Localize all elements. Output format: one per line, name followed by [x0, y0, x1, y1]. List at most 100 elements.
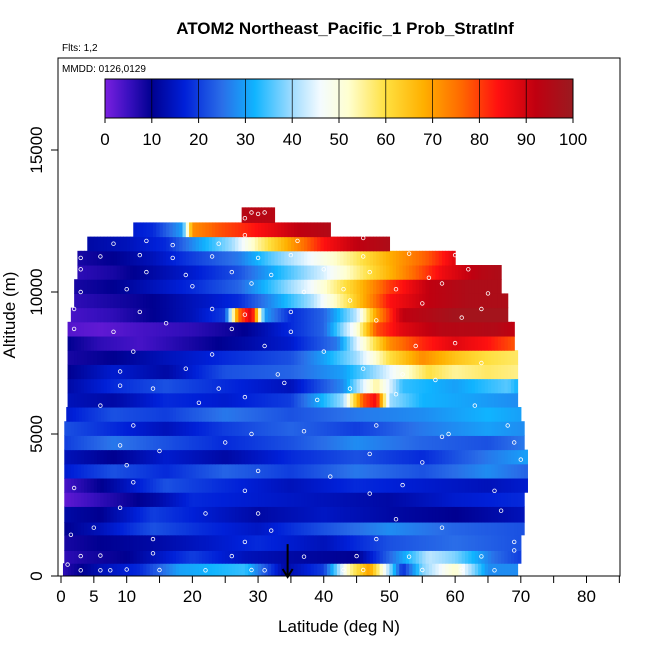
heatmap-cell [461, 336, 466, 351]
heatmap-cell [271, 207, 276, 223]
heatmap-cell [195, 522, 200, 536]
heatmap-cell [458, 492, 463, 507]
heatmap-cell [307, 550, 312, 564]
heatmap-cell [422, 534, 427, 551]
heatmap-cell [290, 378, 295, 394]
heatmap-cell [323, 463, 328, 479]
heatmap-cell [405, 350, 410, 365]
heatmap-cell [172, 378, 177, 394]
heatmap-cell [129, 534, 134, 551]
heatmap-cell [415, 364, 420, 380]
heatmap-cell [159, 250, 164, 266]
heatmap-cell [300, 563, 305, 577]
heatmap-cell [310, 364, 315, 380]
heatmap-cell [419, 435, 423, 451]
heatmap-cell [428, 435, 433, 451]
heatmap-cell [110, 534, 115, 551]
heatmap-cell [126, 378, 131, 394]
heatmap-cell [80, 492, 85, 507]
heatmap-cell [501, 506, 505, 523]
heatmap-cell [419, 279, 423, 294]
sample-point [190, 284, 195, 289]
heatmap-cell [169, 522, 174, 536]
heatmap-cell [369, 293, 374, 309]
heatmap-cell [228, 534, 233, 551]
heatmap-cell [468, 522, 473, 536]
heatmap-cell [333, 336, 338, 351]
heatmap-cell [386, 421, 391, 436]
heatmap-cell [491, 463, 496, 479]
heatmap-cell [389, 563, 394, 577]
heatmap-cell [139, 492, 144, 507]
heatmap-cell [448, 392, 453, 408]
heatmap-cell [271, 463, 276, 479]
heatmap-cell [484, 463, 489, 479]
heatmap-cell [90, 250, 95, 266]
heatmap-cell [175, 364, 180, 380]
heatmap-cell [70, 492, 75, 507]
heatmap-cell [330, 350, 335, 365]
heatmap-cell [77, 279, 82, 294]
heatmap-cell [356, 492, 361, 507]
heatmap-cell [126, 492, 131, 507]
heatmap-cell [264, 207, 269, 223]
heatmap-cell [373, 293, 377, 309]
heatmap-cell [169, 364, 174, 380]
heatmap-cell [267, 350, 272, 365]
sample-point [150, 551, 156, 556]
heatmap-cell [103, 534, 108, 551]
heatmap-cell [317, 279, 322, 294]
heatmap-cell [110, 506, 115, 523]
heatmap-cell [300, 279, 305, 294]
heatmap-cell [346, 392, 351, 408]
heatmap-cell [136, 506, 141, 523]
sample-point [479, 360, 484, 366]
heatmap-cell [402, 321, 407, 337]
heatmap-cell [248, 207, 253, 223]
heatmap-cell [497, 392, 502, 408]
heatmap-cell [185, 550, 190, 564]
heatmap-cell [208, 293, 213, 309]
heatmap-cell [241, 435, 246, 451]
heatmap-cell [330, 236, 335, 252]
heatmap-cell [346, 421, 351, 436]
heatmap-cell [287, 449, 292, 465]
heatmap-cell [415, 293, 420, 309]
heatmap-cell [123, 307, 128, 323]
heatmap-cell [235, 350, 239, 365]
heatmap-cell [297, 492, 302, 507]
heatmap-cell [478, 279, 482, 294]
heatmap-cell [116, 236, 121, 252]
heatmap-cell [258, 492, 262, 507]
heatmap-cell [110, 392, 115, 408]
heatmap-cell [133, 421, 138, 436]
heatmap-cell [323, 435, 328, 451]
heatmap-cell [195, 478, 200, 493]
heatmap-cell [428, 478, 433, 493]
heatmap-cell [83, 478, 88, 493]
heatmap-cell [451, 364, 456, 380]
heatmap-cell [392, 250, 397, 266]
heatmap-cell [100, 293, 105, 309]
heatmap-cell [297, 279, 302, 294]
heatmap-cell [120, 350, 124, 365]
heatmap-cell [422, 506, 427, 523]
heatmap-cell [524, 449, 528, 465]
heatmap-cell [484, 265, 489, 280]
heatmap-cell [83, 336, 88, 351]
heatmap-cell [152, 378, 157, 394]
heatmap-cell [274, 279, 279, 294]
heatmap-cell [471, 421, 476, 436]
heatmap-cell [491, 563, 496, 577]
heatmap-cell [317, 364, 322, 380]
heatmap-cell [468, 336, 473, 351]
heatmap-cell [504, 435, 509, 451]
heatmap-cell [185, 279, 190, 294]
sample-point [361, 567, 366, 573]
heatmap-cell [327, 236, 331, 252]
heatmap-cell [251, 321, 256, 337]
heatmap-cell [504, 563, 509, 577]
heatmap-cell [185, 449, 190, 465]
heatmap-cell [343, 307, 348, 323]
heatmap-cell [284, 407, 289, 422]
